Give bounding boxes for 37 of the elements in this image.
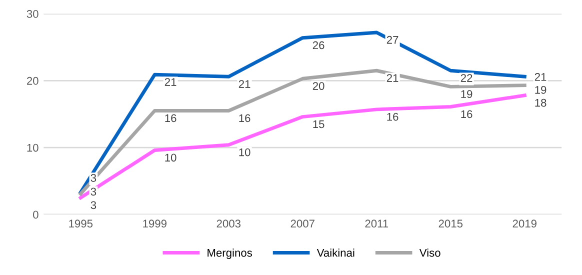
y-tick-label: 30 bbox=[26, 10, 38, 18]
x-tick-label: 2003 bbox=[216, 220, 241, 228]
data-label: 16 bbox=[165, 114, 176, 122]
data-label: 20 bbox=[312, 82, 324, 90]
x-tick-label: 2019 bbox=[512, 220, 536, 228]
data-label: 21 bbox=[164, 78, 176, 86]
data-label: 19 bbox=[461, 90, 472, 98]
data-label: 22 bbox=[460, 74, 472, 82]
line-series bbox=[78, 30, 526, 194]
data-label: 15 bbox=[313, 120, 324, 128]
y-tick-label: 10 bbox=[27, 144, 38, 152]
x-tick-label: 2015 bbox=[438, 220, 463, 228]
x-tick-label: 1995 bbox=[69, 220, 93, 228]
data-label: 3 bbox=[90, 174, 96, 182]
legend-label: Vaikinai bbox=[316, 248, 354, 257]
data-label: 19 bbox=[535, 86, 546, 94]
y-tick-label: 20 bbox=[26, 76, 38, 85]
data-label: 27 bbox=[386, 36, 398, 44]
data-label: 10 bbox=[239, 148, 250, 156]
data-label: 3 bbox=[90, 201, 96, 210]
data-label: 21 bbox=[238, 80, 250, 88]
legend-label: Merginos bbox=[208, 248, 252, 259]
data-label: 10 bbox=[165, 154, 176, 162]
data-label: 16 bbox=[461, 110, 472, 118]
data-label: 21 bbox=[386, 74, 398, 82]
x-tick-label: 1999 bbox=[143, 220, 166, 228]
x-tick-label: 2007 bbox=[290, 220, 314, 228]
line-series bbox=[78, 68, 526, 196]
legend-label: Viso bbox=[419, 248, 440, 257]
data-label: 26 bbox=[312, 41, 324, 50]
data-label: 16 bbox=[239, 114, 250, 122]
x-tick-label: 2011 bbox=[365, 220, 388, 228]
data-label: 3 bbox=[90, 188, 96, 196]
data-label: 16 bbox=[387, 112, 398, 121]
y-tick-label: 0 bbox=[33, 210, 38, 219]
data-label: 18 bbox=[535, 98, 546, 107]
data-label: 21 bbox=[534, 73, 546, 81]
